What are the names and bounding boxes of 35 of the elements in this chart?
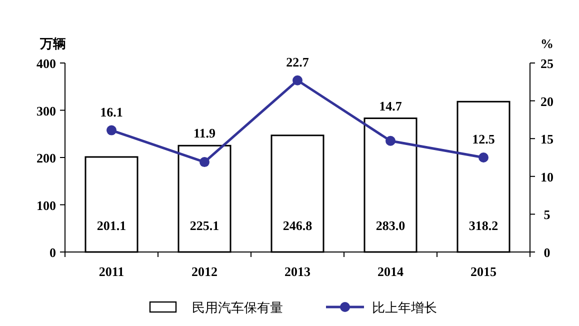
- data-label: 14.7: [379, 98, 402, 114]
- x-tick-label: 2011: [98, 264, 124, 279]
- data-label: 318.2: [468, 218, 498, 233]
- y2-tick-label: 5: [544, 207, 551, 222]
- y2-tick-label: 20: [540, 94, 554, 109]
- point: [478, 152, 488, 162]
- legend-label: 民用汽车保有量: [192, 300, 283, 315]
- y-tick-label: 400: [36, 56, 56, 71]
- y-tick-label: 100: [36, 198, 56, 213]
- data-label: 12.5: [472, 132, 496, 146]
- point: [292, 75, 302, 86]
- point: [106, 125, 116, 136]
- x-tick-label: 2014: [378, 264, 404, 279]
- x-tick-label: 2013: [284, 264, 311, 279]
- data-label: 22.7: [286, 54, 310, 70]
- data-label: 225.1: [190, 218, 220, 233]
- y2-tick-label: 0: [544, 245, 550, 260]
- y-tick-label: 300: [36, 103, 56, 118]
- point: [386, 136, 396, 146]
- y-axis-title: 万辆: [39, 36, 66, 51]
- data-label: 283.0: [376, 218, 406, 233]
- data-label: 11.9: [193, 126, 216, 141]
- x-tick-label: 2015: [470, 264, 497, 279]
- y2-tick-label: 25: [540, 56, 554, 71]
- x-tick-label: 2012: [192, 264, 218, 279]
- y-tick-label: 0: [50, 245, 56, 260]
- y2-tick-label: 10: [540, 169, 554, 184]
- data-label: 246.8: [282, 218, 313, 233]
- data-label: 201.1: [96, 218, 126, 233]
- y2-tick-label: 15: [540, 132, 554, 147]
- legend-label: 比上年增长: [372, 300, 437, 315]
- y-tick-label: 200: [36, 150, 56, 166]
- point: [200, 157, 210, 168]
- y2-axis-title: %: [540, 36, 554, 51]
- data-label: 16.1: [100, 104, 123, 120]
